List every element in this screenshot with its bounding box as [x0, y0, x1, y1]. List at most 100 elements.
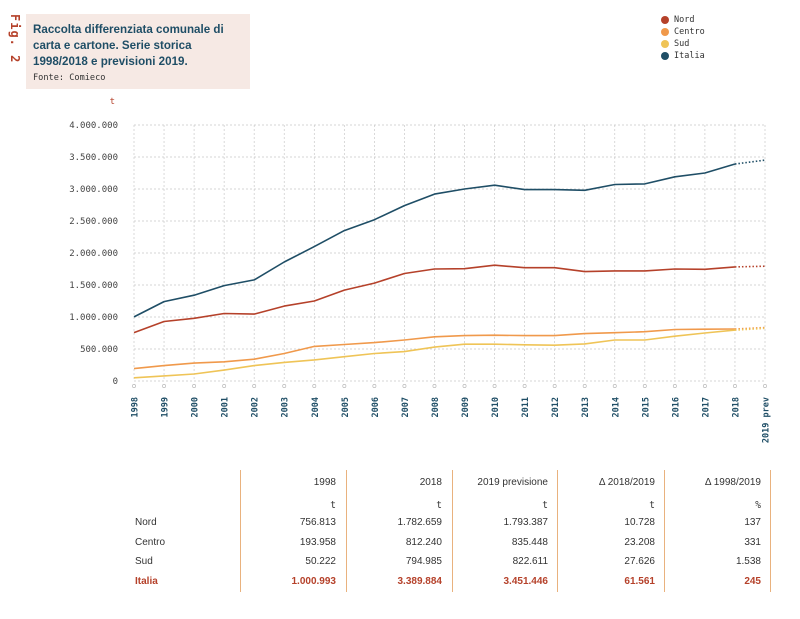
legend-label: Centro [674, 27, 705, 37]
table-unit: % [755, 500, 761, 511]
x-tick-label: 2016 [671, 397, 681, 417]
table-column-separator [452, 470, 453, 592]
series-forecast-italia [734, 159, 766, 165]
x-tick-label: 2002 [251, 397, 261, 417]
x-tick-label: 2017 [701, 397, 711, 417]
y-axis-label: t [110, 97, 115, 107]
y-tick-label: 2.500.000 [69, 217, 118, 227]
table-cell: 23.208 [624, 536, 655, 548]
table-column-separator [770, 470, 771, 592]
series-forecast-sud [734, 327, 766, 331]
x-tick-label: 2010 [491, 397, 501, 417]
table-cell: 1.782.659 [397, 517, 443, 528]
x-tick-label: 2008 [431, 397, 441, 417]
table-column-separator [240, 470, 241, 592]
legend-item-centro: Centro [661, 26, 705, 38]
legend-label: Nord [674, 15, 695, 25]
legend-item-italia: Italia [661, 50, 705, 62]
x-tick-mark [522, 384, 527, 388]
x-tick-mark [582, 384, 587, 388]
table-cell: 245 [744, 575, 761, 587]
table-unit: t [436, 500, 442, 511]
table-column-separator [557, 470, 558, 592]
table-cell: 1.793.387 [503, 517, 549, 528]
table-cell: 1.000.993 [291, 575, 337, 587]
y-tick-label: 3.000.000 [69, 185, 118, 195]
table-unit: t [330, 500, 336, 511]
x-tick-label: 2014 [611, 397, 621, 417]
table-cell: 331 [744, 536, 761, 548]
x-tick-label: 2015 [641, 397, 651, 417]
x-tick-label: 2009 [461, 397, 471, 417]
x-tick-mark [162, 384, 166, 388]
table-cell: 756.813 [299, 517, 336, 528]
y-tick-label: 0 [113, 377, 118, 387]
table-cell: 3.451.446 [503, 575, 549, 587]
table-row-label: Centro [135, 536, 166, 548]
x-tick-label: 2013 [581, 397, 591, 417]
x-tick-mark [552, 384, 557, 388]
table-header: Δ 2018/2019 [598, 477, 655, 488]
x-tick-label: 2018 [731, 397, 741, 417]
legend-swatch [661, 16, 669, 24]
legend-swatch [661, 52, 669, 60]
x-tick-mark [132, 384, 136, 388]
table-header: 1998 [313, 477, 336, 488]
table-column-separator [346, 470, 347, 592]
legend-swatch [661, 28, 669, 36]
chart-title: Raccolta differenziata comunale di carta… [33, 23, 224, 68]
table-cell: 3.389.884 [397, 575, 443, 587]
table-row-label: Nord [135, 517, 157, 528]
series-forecast-nord [734, 265, 766, 268]
x-tick-label: 2007 [401, 397, 411, 417]
x-tick-label: 2011 [521, 397, 531, 417]
table-cell: 10.728 [624, 517, 655, 528]
table-cell: 27.626 [624, 556, 655, 567]
x-tick-mark [342, 384, 347, 388]
y-tick-label: 3.500.000 [69, 153, 118, 163]
y-tick-label: 500.000 [80, 345, 118, 355]
series-line-centro [133, 328, 736, 370]
legend-item-nord: Nord [661, 14, 705, 26]
y-tick-label: 2.000.000 [69, 249, 118, 259]
x-tick-label: 2001 [221, 397, 231, 417]
x-tick-label: 1998 [131, 397, 141, 417]
line-chart: 0 500.000 1.000.000 1.500.000 2.000.000 2.500… [69, 97, 772, 443]
x-tick-mark [192, 384, 197, 388]
x-tick-mark [372, 384, 377, 388]
table-cell: 822.611 [512, 556, 548, 567]
table-cell: 812.240 [405, 536, 442, 548]
x-tick-label: 2012 [551, 397, 561, 417]
x-tick-label: 2005 [341, 397, 351, 417]
x-tick-mark [612, 384, 617, 388]
table-cell: 193.958 [299, 536, 336, 548]
table-header: 2019 previsione [477, 477, 548, 488]
title-box: Raccolta differenziata comunale di carta… [26, 14, 250, 89]
table-unit: t [649, 500, 655, 511]
table-cell: 794.985 [405, 556, 442, 567]
table-cell: 137 [744, 517, 761, 528]
x-tick-label: 2004 [311, 397, 321, 417]
series-forecast-centro [734, 326, 766, 330]
table-cell: 61.561 [624, 575, 655, 587]
table-row-label: Italia [135, 575, 158, 587]
y-tick-label: 4.000.000 [69, 121, 118, 131]
x-tick-label: 2019 prev [762, 397, 772, 443]
x-tick-mark [492, 384, 497, 388]
legend-label: Italia [674, 51, 705, 61]
x-tick-mark [672, 384, 677, 388]
x-tick-label: 1999 [161, 397, 171, 417]
table-row-label: Sud [135, 556, 153, 567]
x-tick-mark [702, 384, 707, 388]
x-tick-mark [462, 384, 467, 388]
x-tick-mark [733, 384, 737, 388]
x-tick-label: 2006 [371, 397, 381, 417]
y-tick-label: 1.500.000 [69, 281, 118, 291]
series-line-nord [133, 264, 736, 334]
chart-legend: Nord Centro Sud Italia [661, 14, 705, 62]
x-tick-label: 2003 [281, 397, 291, 417]
x-tick-mark [282, 384, 287, 388]
x-tick-mark [763, 384, 767, 388]
legend-item-sud: Sud [661, 38, 705, 50]
table-cell: 50.222 [305, 556, 336, 567]
